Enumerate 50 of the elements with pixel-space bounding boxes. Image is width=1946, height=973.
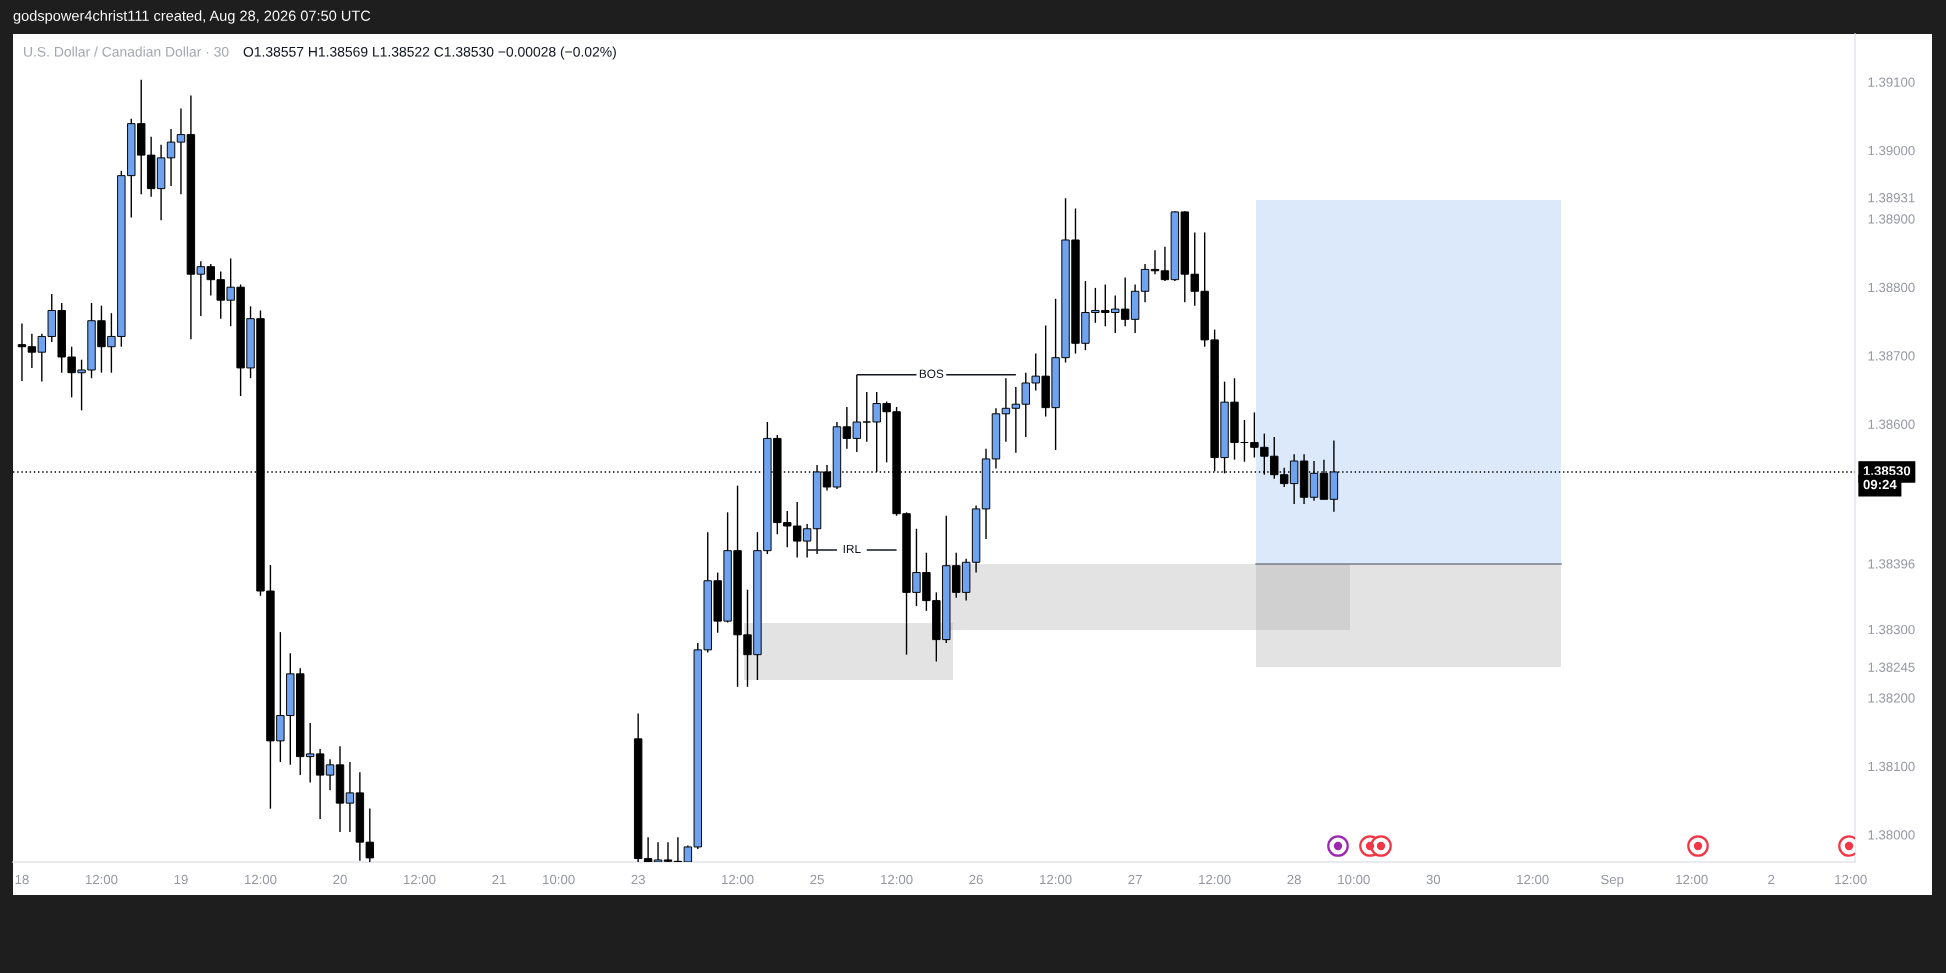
y-tick-label: 1.38100	[1868, 761, 1915, 772]
x-tick-label: 12:00	[404, 874, 436, 885]
y-tick-label: 1.38900	[1868, 214, 1915, 224]
x-tick-label: 10:00	[543, 874, 575, 885]
x-tick-label: 12:00	[1835, 874, 1867, 885]
text: 09:24	[1863, 479, 1897, 490]
y-tick-label: 1.38245	[1868, 662, 1915, 672]
y-tick-label: 1.38700	[1868, 351, 1915, 361]
y-tick-label: 1.38800	[1868, 282, 1915, 293]
y-tick-label: 1.38396	[1868, 559, 1915, 569]
y-tick-label: 1.39100	[1868, 77, 1915, 87]
x-tick-label: 21	[492, 874, 506, 885]
text: godspower4christ111 created, Aug 28, 2026 07:50 UTC	[13, 10, 371, 24]
x-tick-label: 12:00	[722, 874, 754, 885]
x-tick-label: 12:00	[1199, 874, 1231, 885]
y-tick-label: 1.39000	[1868, 145, 1915, 156]
series-label: IRL	[843, 544, 861, 554]
x-tick-label: 30	[1426, 874, 1441, 885]
x-tick-label: 26	[969, 874, 983, 885]
candlestick	[1140, 263, 1150, 303]
x-tick-label: 28	[1287, 874, 1301, 885]
candlestick	[166, 128, 176, 187]
x-tick-label: 20	[333, 874, 347, 885]
x-tick-label: 18	[15, 874, 29, 885]
candlestick	[17, 322, 27, 382]
x-tick-label: 12:00	[881, 874, 913, 885]
ref-line-label: 1.38530	[1863, 466, 1911, 476]
text: U.S. Dollar / Canadian Dollar · 30	[24, 46, 229, 57]
x-tick-label: 12:00	[1676, 874, 1708, 885]
x-tick-label: 25	[810, 874, 824, 885]
x-tick-label: 12:00	[244, 874, 277, 885]
y-tick-label: 1.38000	[1868, 830, 1915, 840]
x-tick-label: 12:00	[1517, 874, 1549, 885]
x-tick-label: 27	[1128, 874, 1142, 885]
x-tick-label: 23	[631, 874, 645, 885]
candlestick	[176, 107, 186, 195]
x-tick-label: 10:00	[1338, 874, 1370, 885]
x-tick-label: 19	[174, 874, 188, 885]
candlestick	[862, 391, 871, 443]
y-tick-label: 1.38300	[1868, 624, 1915, 635]
x-tick-label: Sep	[1601, 874, 1624, 887]
text: O1.38557 H1.38569 L1.38522 C1.38530 −0.00028 (−0.02%)	[243, 46, 616, 60]
y-tick-label: 1.38200	[1868, 693, 1915, 703]
y-tick-label: 1.38600	[1868, 419, 1915, 429]
candlestick	[325, 758, 335, 791]
x-tick-label: 12:00	[85, 874, 118, 885]
x-tick-label: 12:00	[1040, 874, 1072, 885]
y-tick-label: 1.38931	[1868, 193, 1915, 203]
x-tick-label: 2	[1768, 874, 1775, 885]
series-label: BOS	[919, 369, 944, 378]
